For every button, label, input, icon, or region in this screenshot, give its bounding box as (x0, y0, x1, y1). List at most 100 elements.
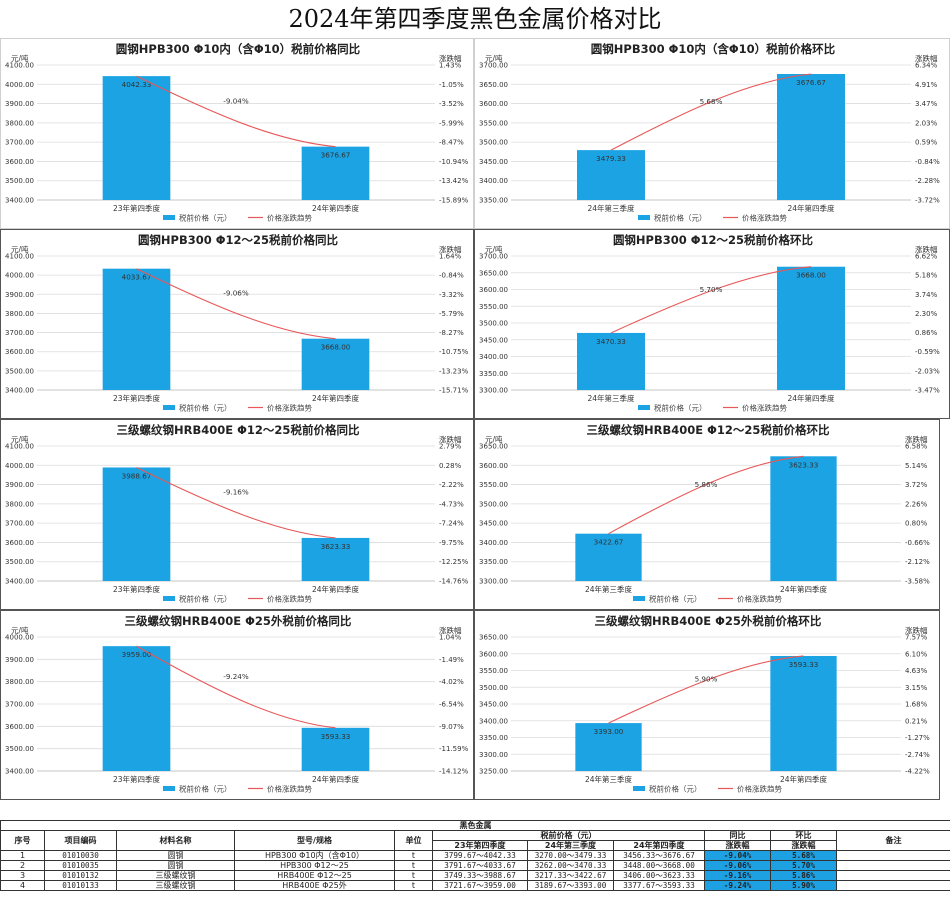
table-row: 3 01010132 三级螺纹钢 HRB400E Φ12～25 t 3749.3… (0, 870, 950, 881)
trend-value-label: -9.04% (223, 96, 249, 105)
bar (102, 646, 171, 771)
y-tick-label: 3450.00 (479, 520, 508, 528)
y2-tick-label: 5.18% (915, 272, 938, 280)
cell-q4-2023: 3721.67～3959.00 (432, 880, 528, 891)
y2-tick-label: -14.12% (439, 768, 469, 776)
bar-value-label: 3623.33 (321, 542, 351, 551)
header-yoy: 同比 (704, 830, 771, 841)
table-row: 2 01010035 圆钢 HPB300 Φ12～25 t 3791.67～40… (0, 860, 950, 871)
legend-line-label: 价格涨跌趋势 (267, 403, 312, 413)
y-axis-unit-label: 元/吨 (11, 53, 29, 63)
legend-line-label: 价格涨跌趋势 (737, 784, 782, 794)
trend-line (136, 466, 336, 539)
y-tick-label: 4000.00 (5, 272, 34, 280)
trend-value-label: 5.70% (700, 285, 723, 294)
y-tick-label: 3400.00 (5, 578, 34, 586)
y-tick-label: 3500.00 (5, 558, 34, 566)
y-tick-label: 3300.00 (479, 578, 508, 586)
y-tick-label: 3400.00 (5, 197, 34, 205)
bar (301, 146, 370, 200)
y2-tick-label: -4.02% (439, 678, 464, 686)
cell-code: 01010030 (44, 850, 117, 861)
y2-tick-label: -2.28% (915, 177, 940, 185)
y2-tick-label: 6.62% (915, 253, 938, 261)
cell-remark (836, 850, 950, 861)
cell-q4-2024: 3377.67～3593.33 (613, 880, 705, 891)
y2-tick-label: 1.64% (439, 253, 462, 261)
price-table: 黑色金属 序号 项目编码 材料名称 型号/规格 单位 税前价格（元） 同比 环比… (0, 820, 950, 891)
y2-axis-label: 涨跌幅 (905, 625, 928, 635)
cell-q4-2024: 3406.00～3623.33 (613, 870, 705, 881)
category-label: 23年第四季度 (113, 393, 161, 403)
y2-tick-label: -11.59% (439, 745, 469, 753)
cell-qoq: 5.86% (770, 870, 837, 881)
cell-q4-2024: 3456.33～3676.67 (613, 850, 705, 861)
y2-axis-label: 涨跌幅 (439, 434, 462, 444)
bar (777, 266, 845, 390)
cell-name: 圆钢 (116, 850, 235, 861)
category-label: 23年第四季度 (113, 774, 161, 784)
cell-seq: 4 (0, 880, 45, 891)
header-q3-2024: 24年第三季度 (527, 840, 614, 851)
y2-tick-label: -8.47% (439, 139, 464, 147)
bar (102, 76, 171, 200)
y-tick-label: 3550.00 (479, 667, 508, 675)
y-tick-label: 3600.00 (5, 723, 34, 731)
bar (577, 332, 645, 390)
bar-value-label: 3676.67 (321, 151, 351, 160)
chart-panel: 圆钢HPB300 Φ12～25税前价格同比 元/吨 涨跌幅 4100.00 4000.0… (0, 229, 474, 419)
bar (575, 533, 642, 581)
y-tick-label: 3300.00 (479, 387, 508, 395)
legend-bar-swatch (633, 596, 645, 601)
legend-line-label: 价格涨跌趋势 (737, 594, 782, 604)
cell-code: 01010035 (44, 860, 117, 871)
y-tick-label: 3700.00 (5, 139, 34, 147)
y2-tick-label: -4.73% (439, 500, 464, 508)
y-tick-label: 3450.00 (479, 701, 508, 709)
bar-value-label: 3668.00 (321, 343, 351, 352)
bar-value-label: 3593.33 (789, 660, 819, 669)
chart-panel: 三级螺纹钢HRB400E Φ25外税前价格环比 涨跌幅 3650.00 3600.00… (474, 610, 940, 800)
y2-tick-label: -8.27% (439, 329, 464, 337)
y2-tick-label: 0.86% (915, 329, 938, 337)
y-tick-label: 3600.00 (5, 158, 34, 166)
y2-tick-label: -0.84% (439, 272, 464, 280)
chart-title: 圆钢HPB300 Φ10内（含Φ10）税前价格同比 (116, 42, 361, 56)
header-spec: 型号/规格 (234, 830, 395, 851)
y-tick-label: 3800.00 (5, 678, 34, 686)
y2-tick-label: 6.34% (915, 62, 938, 70)
bar-value-label: 3479.33 (596, 154, 626, 163)
legend-bar-label: 税前价格（元） (649, 594, 702, 604)
cell-yoy: -9.24% (704, 880, 771, 891)
y2-tick-label: -10.94% (439, 158, 469, 166)
legend-bar-label: 税前价格（元） (179, 594, 232, 604)
category-label: 24年第四季度 (780, 584, 828, 594)
bar-value-label: 3422.67 (594, 538, 624, 547)
y-tick-label: 3650.00 (479, 81, 508, 89)
cell-qoq: 5.90% (770, 880, 837, 891)
cell-spec: HRB400E Φ12～25 (234, 870, 395, 881)
chart-panel: 圆钢HPB300 Φ10内（含Φ10）税前价格同比 元/吨 涨跌幅 4100.00 40… (0, 38, 474, 229)
y2-tick-label: -2.74% (905, 751, 930, 759)
table-group-title: 黑色金属 (0, 820, 950, 831)
y2-tick-label: -3.47% (915, 387, 940, 395)
y-tick-label: 3650.00 (479, 634, 508, 642)
category-label: 24年第四季度 (787, 393, 835, 403)
chart-title: 三级螺纹钢HRB400E Φ25外税前价格同比 (125, 614, 352, 628)
chart-panel: 圆钢HPB300 Φ12～25税前价格环比 元/吨 涨跌幅 3700.00 3650.0… (474, 229, 950, 419)
cell-qoq: 5.70% (770, 860, 837, 871)
legend-bar-swatch (163, 596, 175, 601)
y-tick-label: 3400.00 (479, 539, 508, 547)
y-tick-label: 3500.00 (479, 500, 508, 508)
cell-q4-2023: 3791.67～4033.67 (432, 860, 528, 871)
chart-panel: 三级螺纹钢HRB400E Φ12～25税前价格环比 元/吨 涨跌幅 3650.00 36… (474, 419, 940, 610)
bar-value-label: 3988.67 (122, 471, 152, 480)
y2-tick-label: -13.23% (439, 367, 469, 375)
y2-tick-label: -2.03% (915, 367, 940, 375)
chart-title: 三级螺纹钢HRB400E Φ25外税前价格环比 (595, 614, 822, 628)
y-tick-label: 3550.00 (479, 303, 508, 311)
